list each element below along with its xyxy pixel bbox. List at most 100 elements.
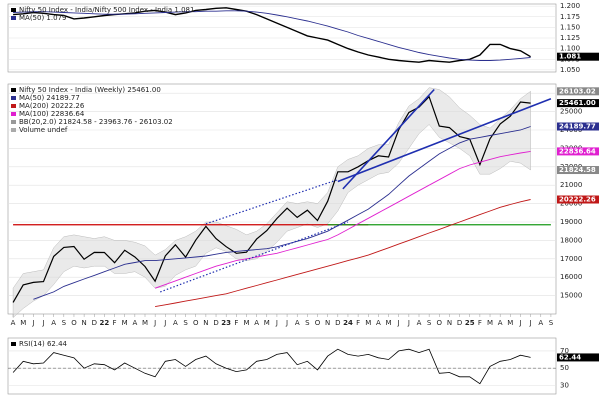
x-tick-label: D: [457, 319, 462, 327]
legend-swatch: [11, 88, 16, 92]
x-tick-label: J: [285, 319, 288, 327]
x-tick-label: 22: [100, 319, 110, 327]
x-tick-label: A: [254, 319, 259, 327]
x-tick-label: J: [407, 319, 410, 327]
y-tick-label: 30: [560, 381, 569, 389]
legend-swatch: [11, 342, 16, 346]
x-tick-label: M: [264, 319, 270, 327]
end-label: 25461.00: [559, 99, 596, 107]
end-label: 21824.58: [559, 166, 596, 174]
x-tick-label: N: [81, 319, 86, 327]
series-line: [155, 199, 531, 308]
end-label: 62.44: [559, 353, 581, 361]
x-tick-label: A: [51, 319, 56, 327]
x-tick-label: A: [11, 319, 16, 327]
x-tick-label: O: [193, 319, 199, 327]
x-tick-label: A: [132, 319, 137, 327]
panel-frame: [7, 337, 557, 395]
x-tick-label: J: [529, 319, 532, 327]
y-tick-label: 21000: [560, 181, 582, 189]
y-tick-label: 19000: [560, 218, 582, 226]
legend-entry: MA(50) 24189.77: [19, 94, 80, 102]
legend-swatch: [11, 112, 16, 116]
y-tick-label: 17000: [560, 255, 582, 263]
x-tick-label: 25: [465, 319, 475, 327]
legend-swatch: [11, 104, 16, 108]
trendline: [337, 97, 552, 183]
legend-swatch: [11, 8, 16, 12]
end-label-box: [557, 99, 599, 108]
x-tick-label: S: [427, 319, 432, 327]
y-tick-label: 1.150: [560, 23, 580, 31]
end-label: 24189.77: [559, 123, 596, 131]
x-tick-label: D: [335, 319, 340, 327]
x-tick-label: S: [183, 319, 188, 327]
y-tick-label: 1.125: [560, 34, 580, 42]
x-tick-label: A: [376, 319, 381, 327]
x-tick-label: O: [437, 319, 443, 327]
legend-entry: MA(50) 1.079: [19, 14, 66, 22]
x-tick-label: M: [20, 319, 26, 327]
end-label-box: [557, 52, 599, 61]
end-label: 26103.02: [559, 87, 596, 95]
x-tick-label: S: [62, 319, 67, 327]
legend-entry: Volume undef: [19, 126, 68, 134]
legend-swatch: [11, 16, 16, 20]
legend-entry: Nifty 50 Index - India (Weekly) 25461.00: [19, 86, 161, 94]
y-tick-label: 20000: [560, 200, 582, 208]
x-tick-label: J: [41, 319, 44, 327]
panel-frame: [7, 83, 557, 315]
x-tick-label: J: [275, 319, 278, 327]
trendline: [205, 179, 339, 225]
x-tick-label: A: [417, 319, 422, 327]
x-tick-label: F: [234, 319, 238, 327]
series-line: [12, 95, 531, 303]
series-line: [13, 7, 531, 63]
x-tick-label: M: [243, 319, 249, 327]
y-tick-label: 1.100: [560, 45, 580, 53]
end-label-box: [557, 147, 599, 156]
x-tick-label: A: [295, 319, 300, 327]
end-label-box: [557, 353, 599, 362]
y-tick-label: 1.175: [560, 13, 580, 21]
x-tick-label: N: [325, 319, 330, 327]
x-tick-label: 24: [343, 319, 353, 327]
x-tick-label: S: [549, 319, 554, 327]
series-line: [12, 348, 531, 385]
series-line: [154, 150, 531, 289]
x-tick-label: M: [487, 319, 493, 327]
y-tick-label: 1.050: [560, 66, 580, 74]
x-tick-label: D: [213, 319, 218, 327]
legend-swatch: [11, 96, 16, 100]
x-tick-label: A: [538, 319, 543, 327]
y-tick-label: 15000: [560, 292, 582, 300]
legend-entry: Nifty 50 Index - India/Nifty 500 Index -…: [19, 6, 194, 14]
end-label: 1.081: [559, 53, 581, 61]
bollinger-band: [12, 87, 531, 319]
end-label-box: [557, 87, 599, 96]
x-tick-label: O: [315, 319, 321, 327]
end-label-box: [557, 166, 599, 175]
y-tick-label: 1.200: [560, 2, 580, 10]
x-tick-label: S: [305, 319, 310, 327]
end-label-box: [557, 195, 599, 204]
series-line: [33, 126, 531, 300]
y-tick-label: 18000: [560, 236, 582, 244]
legend-entry: MA(200) 20222.26: [19, 102, 85, 110]
x-tick-label: N: [203, 319, 208, 327]
x-tick-label: J: [31, 319, 34, 327]
x-tick-label: O: [71, 319, 77, 327]
legend-entry: RSI(14) 62.44: [19, 340, 68, 348]
y-tick-label: 25000: [560, 108, 582, 116]
x-tick-label: J: [163, 319, 166, 327]
series-line: [13, 10, 531, 61]
x-tick-label: M: [507, 319, 513, 327]
x-tick-label: M: [365, 319, 371, 327]
legend-entry: BB(20,2.0) 21824.58 - 23963.76 - 26103.0…: [19, 118, 173, 126]
legend-swatch: [11, 128, 16, 132]
x-tick-label: J: [518, 319, 521, 327]
end-label-box: [557, 122, 599, 131]
x-tick-label: J: [153, 319, 156, 327]
